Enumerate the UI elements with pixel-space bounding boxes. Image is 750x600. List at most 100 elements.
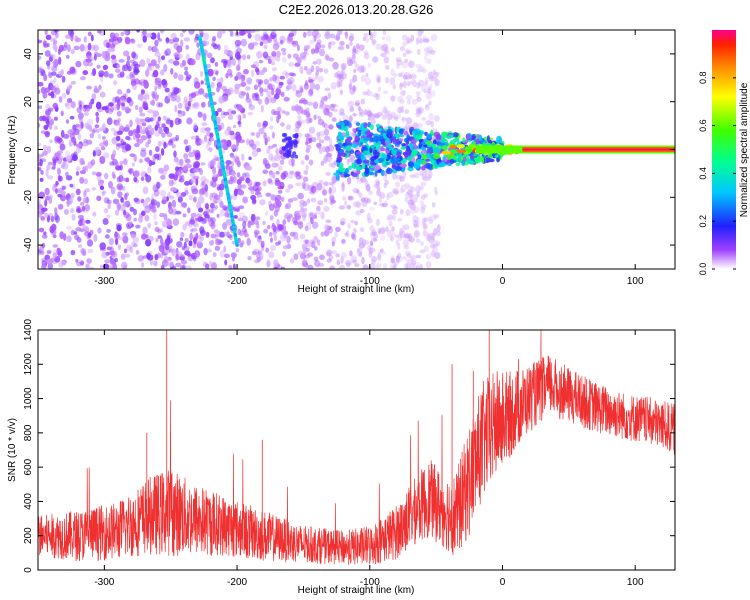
heatmap-cell <box>402 256 408 260</box>
heatmap-cell <box>304 154 310 161</box>
heatmap-cell <box>449 144 457 149</box>
heatmap-cell <box>418 65 425 72</box>
heatmap-cell <box>224 259 228 266</box>
heatmap-cell <box>259 87 264 94</box>
heatmap-cell <box>274 177 280 183</box>
heatmap-cell <box>80 121 84 129</box>
heatmap-cell <box>58 155 64 161</box>
heatmap-cell <box>349 106 355 112</box>
heatmap-cell <box>182 213 187 218</box>
heatmap-cell <box>303 170 309 175</box>
heatmap-cell <box>378 195 382 204</box>
colorbar-tick-label: 0.8 <box>698 72 708 85</box>
heatmap-cell <box>129 119 133 128</box>
heatmap-cell <box>204 93 210 99</box>
heatmap-cell <box>251 198 257 205</box>
heatmap-cell <box>321 121 326 128</box>
heatmap-cell <box>98 73 104 78</box>
heatmap-cell <box>253 229 260 235</box>
heatmap-cell <box>278 81 284 86</box>
heatmap-cell <box>213 155 218 160</box>
heatmap-cell <box>340 251 347 259</box>
heatmap-cell <box>376 185 381 192</box>
heatmap-cell <box>126 88 131 94</box>
heatmap-cell <box>373 155 379 160</box>
heatmap-cell <box>401 34 408 41</box>
heatmap-cell <box>38 153 41 162</box>
heatmap-cell <box>152 154 157 162</box>
heatmap-cell <box>375 93 380 101</box>
spectrogram-x-tick-label: -300 <box>94 276 114 287</box>
heatmap-cell <box>325 171 331 176</box>
heatmap-cell <box>386 216 393 221</box>
heatmap-cell <box>362 127 369 132</box>
heatmap-cell <box>87 248 94 254</box>
heatmap-cell <box>282 251 287 257</box>
heatmap-cell <box>309 82 316 90</box>
heatmap-cell <box>368 190 373 196</box>
heatmap-cell <box>129 246 134 254</box>
heatmap-cell <box>222 205 228 211</box>
heatmap-cell <box>388 220 393 227</box>
heatmap-cell <box>152 184 159 193</box>
heatmap-cell <box>211 262 217 269</box>
heatmap-cell <box>216 173 220 178</box>
heatmap-cell <box>220 30 226 34</box>
heatmap-cell <box>288 32 295 37</box>
heatmap-cell <box>407 81 411 87</box>
heatmap-cell <box>79 218 85 226</box>
heatmap-cell <box>120 143 125 149</box>
heatmap-cell <box>295 182 302 187</box>
heatmap-cell <box>131 82 137 91</box>
heatmap-cell <box>79 206 84 213</box>
heatmap-cell <box>96 53 102 58</box>
heatmap-cell <box>340 41 345 46</box>
heatmap-cell <box>65 34 71 40</box>
heatmap-cell <box>351 54 356 60</box>
heatmap-cell <box>217 81 223 90</box>
heatmap-cell <box>371 39 376 46</box>
heatmap-cell <box>449 149 457 154</box>
heatmap-cell <box>209 159 215 167</box>
heatmap-cell <box>246 30 251 34</box>
heatmap-cell <box>45 110 50 119</box>
heatmap-cell <box>271 30 276 36</box>
heatmap-cell <box>39 68 43 77</box>
heatmap-cell <box>400 71 405 80</box>
heatmap-cell <box>318 146 323 154</box>
heatmap-cell <box>398 230 406 239</box>
heatmap-cell <box>163 164 170 172</box>
heatmap-cell <box>275 148 279 155</box>
heatmap-cell <box>351 162 355 169</box>
heatmap-cell <box>58 261 64 268</box>
heatmap-cell <box>255 132 261 139</box>
heatmap-cell <box>323 123 329 129</box>
heatmap-cell <box>221 149 226 154</box>
heatmap-cell <box>369 113 376 120</box>
heatmap-cell <box>355 44 360 49</box>
heatmap-cell <box>182 165 189 174</box>
heatmap-cell <box>318 131 325 137</box>
heatmap-cell <box>413 223 420 229</box>
heatmap-cell <box>429 243 435 249</box>
heatmap-cell <box>75 60 82 68</box>
heatmap-cell <box>316 260 320 268</box>
heatmap-cell <box>360 176 367 183</box>
heatmap-cell <box>410 73 417 81</box>
heatmap-cell <box>236 178 242 185</box>
heatmap-cell <box>390 68 395 77</box>
heatmap-cell <box>259 199 266 206</box>
heatmap-cell <box>336 70 341 76</box>
heatmap-cell <box>294 140 298 145</box>
heatmap-cell <box>144 173 148 177</box>
heatmap-cell <box>185 158 191 164</box>
heatmap-cell <box>189 219 196 225</box>
heatmap-cell <box>157 140 161 147</box>
heatmap-cell <box>185 265 192 269</box>
snr-x-tick-label: -100 <box>360 577 380 588</box>
heatmap-cell <box>153 189 160 197</box>
heatmap-cell <box>402 239 409 248</box>
heatmap-cell <box>402 234 410 240</box>
heatmap-cell <box>299 66 304 75</box>
heatmap-cell <box>421 117 426 121</box>
